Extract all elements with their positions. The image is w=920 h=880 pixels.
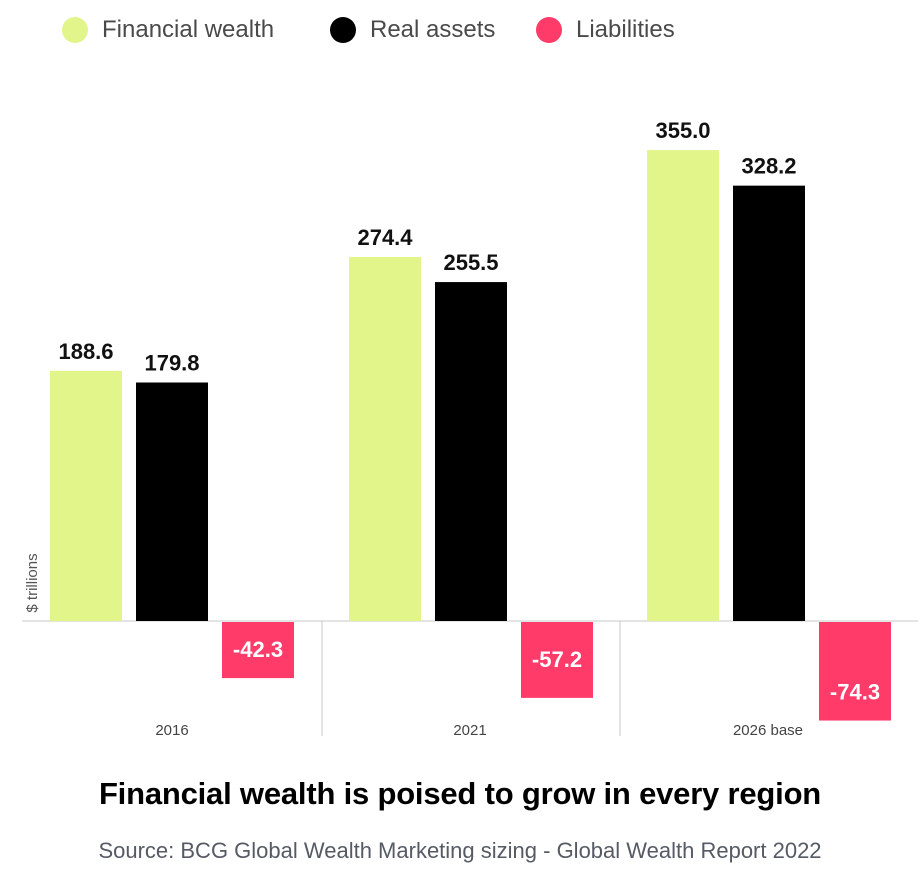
- real-assets-bar-2021-label: 255.5: [443, 250, 498, 275]
- chart-title: Financial wealth is poised to grow in ev…: [98, 776, 822, 811]
- legend-item-financial-wealth: Financial wealth: [62, 8, 274, 52]
- legend-item-liabilities: Liabilities: [536, 8, 675, 52]
- financial-wealth-bar-2016-label: 188.6: [58, 339, 113, 364]
- legend-item-real-assets: Real assets: [330, 8, 495, 52]
- x-tick-label-2026-base: 2026 base: [733, 722, 803, 739]
- real-assets-bar-2026-base-label: 328.2: [741, 154, 796, 179]
- legend-label-liabilities: Liabilities: [576, 16, 675, 43]
- real-assets-bar-2021: [435, 282, 507, 621]
- x-tick-label-2016: 2016: [155, 722, 188, 739]
- liabilities-bar-2021-label: -57.2: [532, 647, 582, 672]
- liabilities-bar-2021: [521, 622, 593, 698]
- bar-chart: $ trillions 188.6 274.4 355.0 179.8 255.5 328.…: [22, 118, 918, 739]
- legend-label-real-assets: Real assets: [370, 16, 496, 43]
- legend-label-financial-wealth: Financial wealth: [102, 16, 275, 43]
- liabilities-bar-2026-base: [819, 622, 891, 721]
- real-assets-bar-2016: [136, 382, 208, 621]
- financial-wealth-bar-2016: [50, 370, 122, 621]
- chart-legend: Financial wealth Real assets Liabilities: [0, 8, 920, 52]
- financial-wealth-bar-2021: [349, 257, 421, 621]
- legend-swatch-financial-wealth: [62, 17, 88, 43]
- liabilities-bar-2016-label: -42.3: [233, 637, 283, 662]
- financial-wealth-bar-2026-base-label: 355.0: [655, 118, 710, 143]
- liabilities-bar-2016: [222, 622, 294, 679]
- liabilities-bar-2026-base-label: -74.3: [830, 680, 880, 705]
- x-tick-label-2021: 2021: [453, 722, 486, 739]
- y-axis-label: $ trillions: [24, 553, 41, 612]
- legend-swatch-liabilities: [536, 17, 562, 43]
- financial-wealth-bar-2026-base: [647, 150, 719, 621]
- legend-swatch-real-assets: [330, 17, 356, 43]
- chart-source: Source: BCG Global Wealth Marketing sizi…: [98, 838, 822, 863]
- real-assets-bar-2026-base: [733, 185, 805, 621]
- financial-wealth-bar-2021-label: 274.4: [357, 225, 413, 250]
- real-assets-bar-2016-label: 179.8: [144, 350, 199, 375]
